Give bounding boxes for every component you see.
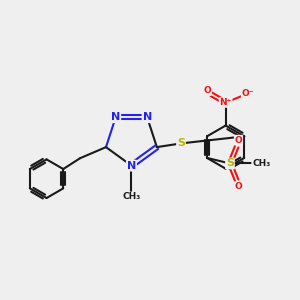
Text: O: O [235, 136, 242, 145]
Text: O: O [203, 86, 211, 95]
Text: S: S [226, 158, 234, 169]
Text: O⁻: O⁻ [242, 89, 254, 98]
Text: N⁺: N⁺ [220, 98, 232, 107]
Text: CH₃: CH₃ [122, 192, 140, 201]
Text: S: S [177, 138, 185, 148]
Text: O: O [235, 182, 242, 191]
Text: CH₃: CH₃ [252, 159, 270, 168]
Text: N: N [127, 160, 136, 171]
Text: N: N [111, 112, 120, 122]
Text: N: N [142, 112, 152, 122]
